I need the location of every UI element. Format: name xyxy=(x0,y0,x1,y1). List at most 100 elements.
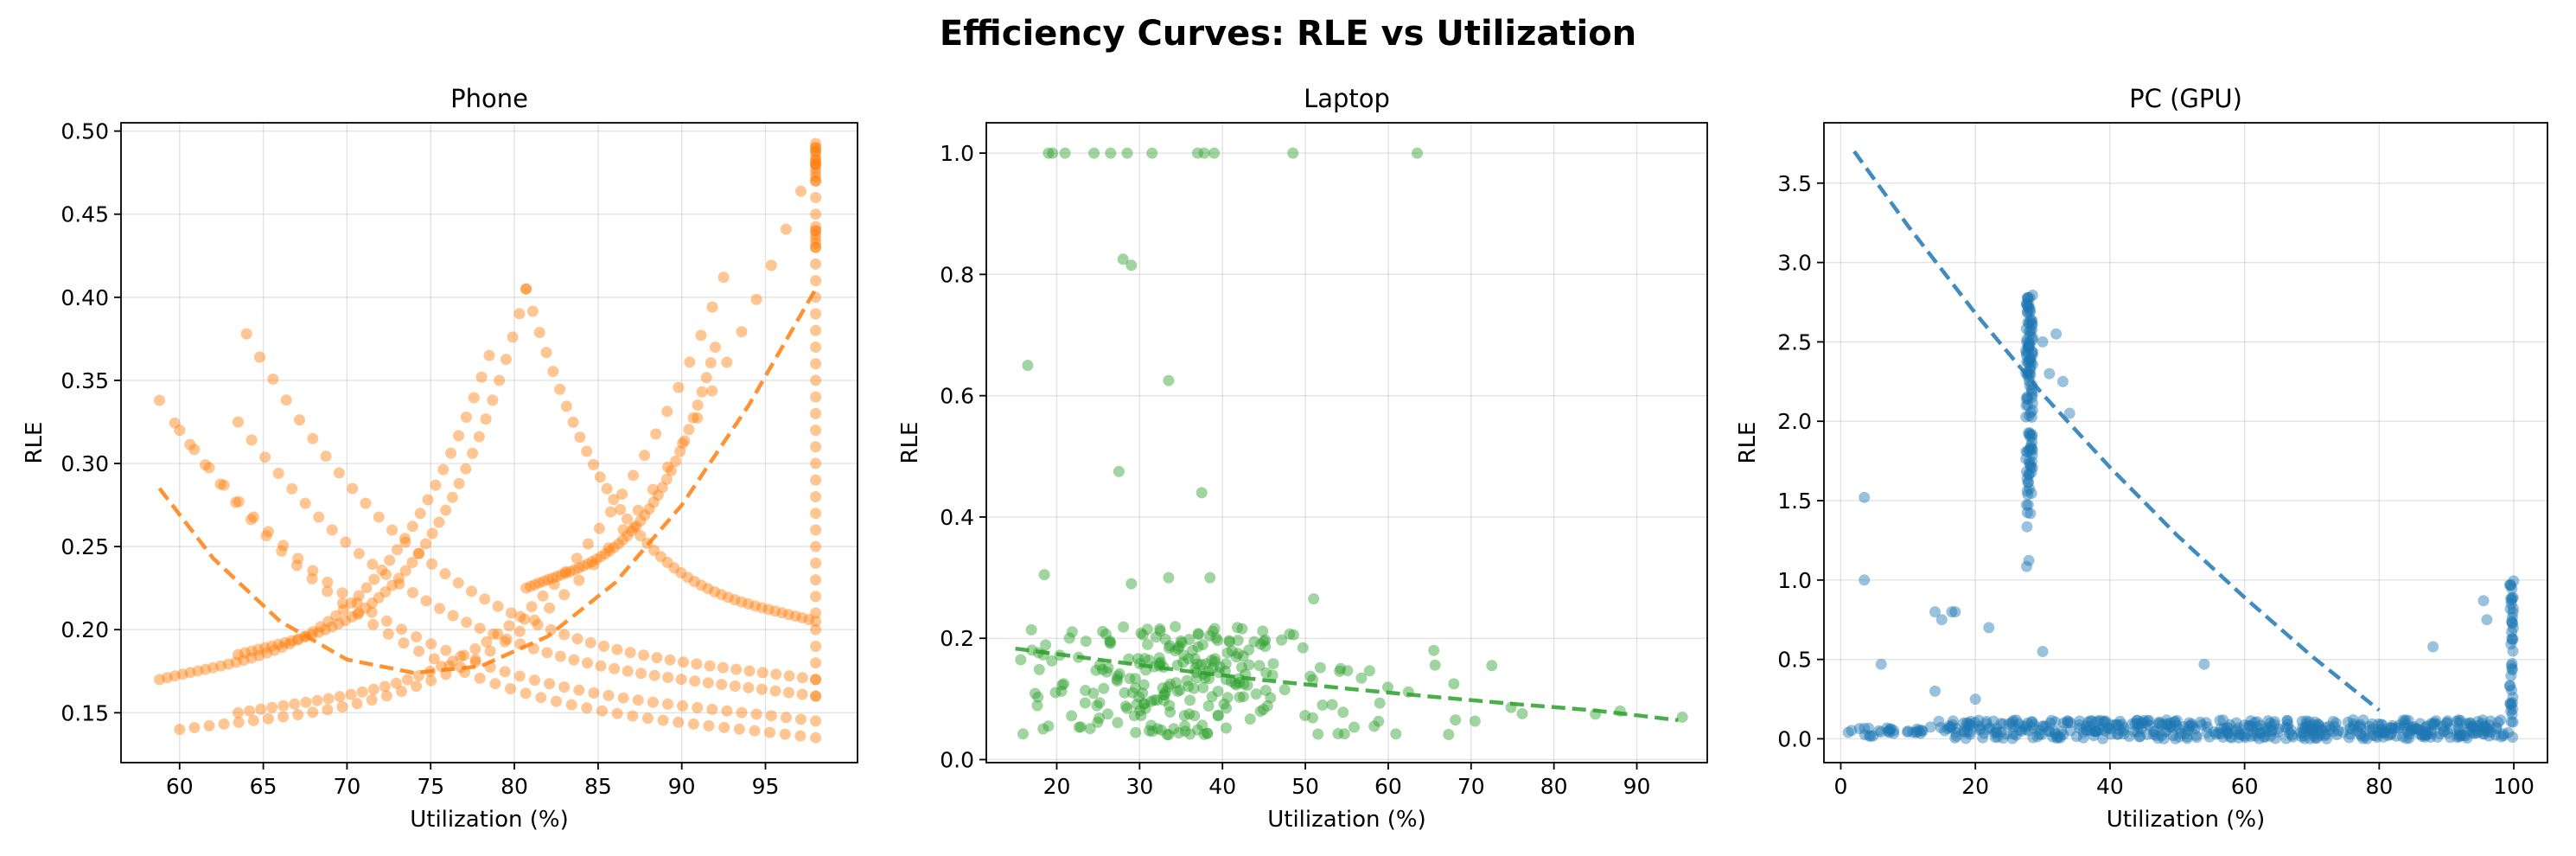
data-point xyxy=(595,660,607,672)
data-point xyxy=(267,374,279,385)
data-point xyxy=(554,383,566,395)
data-point xyxy=(1145,695,1157,707)
data-point xyxy=(1131,699,1143,711)
data-point xyxy=(2467,721,2479,733)
data-point xyxy=(2095,714,2107,726)
data-point xyxy=(1121,147,1133,159)
data-point xyxy=(2369,730,2382,742)
data-point xyxy=(1102,662,1114,674)
data-point xyxy=(353,590,365,602)
data-point xyxy=(1189,710,1201,722)
data-point xyxy=(393,578,405,590)
data-point xyxy=(2505,699,2517,711)
data-point xyxy=(161,672,173,684)
data-point xyxy=(722,591,734,604)
data-point xyxy=(2286,729,2298,741)
data-point xyxy=(2295,731,2307,743)
data-point xyxy=(586,556,598,568)
data-point xyxy=(188,722,201,733)
data-point xyxy=(810,616,822,628)
data-point xyxy=(492,628,504,640)
data-point xyxy=(1888,727,1900,739)
data-point xyxy=(2023,725,2035,737)
data-point xyxy=(1154,625,1166,637)
data-point xyxy=(2296,715,2308,727)
data-point xyxy=(322,576,334,588)
data-point xyxy=(729,680,741,692)
data-point xyxy=(810,457,822,470)
data-point xyxy=(2024,427,2036,439)
data-point xyxy=(2376,719,2388,731)
panel-pc-gpu: 0 20 40 60 80 100 0.0 0.5 1.0 1.5 2.0 2.5 3.0 3.5 PC (… xyxy=(1735,84,2548,833)
data-point xyxy=(336,701,348,712)
data-point xyxy=(240,328,252,340)
data-point xyxy=(2021,349,2032,361)
data-point xyxy=(2305,727,2318,739)
y-axis-label: RLE xyxy=(1735,422,1761,464)
data-point xyxy=(233,706,244,719)
data-point xyxy=(2023,554,2035,566)
data-point xyxy=(1098,682,1110,694)
data-point xyxy=(632,504,644,516)
data-point xyxy=(560,400,572,412)
data-point xyxy=(2080,724,2092,736)
data-point xyxy=(1191,147,1203,159)
data-point xyxy=(2092,715,2104,727)
data-point xyxy=(2024,353,2037,365)
data-point xyxy=(662,698,673,710)
data-point xyxy=(2453,730,2465,742)
data-point xyxy=(2036,728,2048,740)
data-point xyxy=(2282,719,2294,731)
data-point xyxy=(810,690,822,702)
data-point xyxy=(615,503,627,515)
data-point xyxy=(154,394,165,406)
data-point xyxy=(2118,722,2130,734)
data-point xyxy=(2129,718,2141,730)
data-point xyxy=(2158,732,2170,744)
data-point xyxy=(2371,731,2383,744)
data-point xyxy=(1226,645,1238,657)
data-point xyxy=(533,327,545,338)
data-point xyxy=(1173,727,1185,739)
data-point xyxy=(647,496,660,508)
data-point xyxy=(2063,407,2075,419)
data-point xyxy=(1429,659,1441,671)
data-point xyxy=(2022,301,2034,313)
data-point xyxy=(360,602,372,614)
data-point xyxy=(2411,723,2423,735)
data-point xyxy=(2214,714,2226,726)
data-point xyxy=(245,514,257,526)
data-point xyxy=(2022,292,2033,303)
data-point xyxy=(1255,638,1267,650)
data-point xyxy=(2141,728,2153,740)
data-point xyxy=(1947,719,1959,731)
data-point xyxy=(2118,728,2130,740)
data-point xyxy=(1105,637,1117,649)
y-tick-label: 1.0 xyxy=(1777,568,1812,593)
data-point xyxy=(184,438,196,450)
data-point xyxy=(2453,717,2465,729)
data-point xyxy=(810,146,822,158)
data-point xyxy=(2389,722,2401,734)
data-point xyxy=(233,648,244,661)
data-point xyxy=(2473,726,2484,738)
data-point xyxy=(1133,691,1145,703)
data-point xyxy=(1145,719,1157,731)
data-point xyxy=(810,229,822,241)
data-point xyxy=(2505,670,2517,682)
data-point xyxy=(2347,714,2359,725)
data-point xyxy=(169,670,181,682)
data-point xyxy=(2304,722,2316,734)
data-point xyxy=(537,590,549,602)
data-point xyxy=(2492,716,2504,728)
data-point xyxy=(1094,697,1106,709)
data-point xyxy=(1066,710,1078,722)
data-point xyxy=(1939,725,1951,737)
data-point xyxy=(2203,731,2216,743)
data-point xyxy=(2021,336,2032,348)
data-point xyxy=(2472,716,2484,727)
data-point xyxy=(1183,653,1195,665)
data-point xyxy=(2024,482,2036,495)
data-point xyxy=(1250,688,1262,700)
data-point xyxy=(2451,715,2463,727)
